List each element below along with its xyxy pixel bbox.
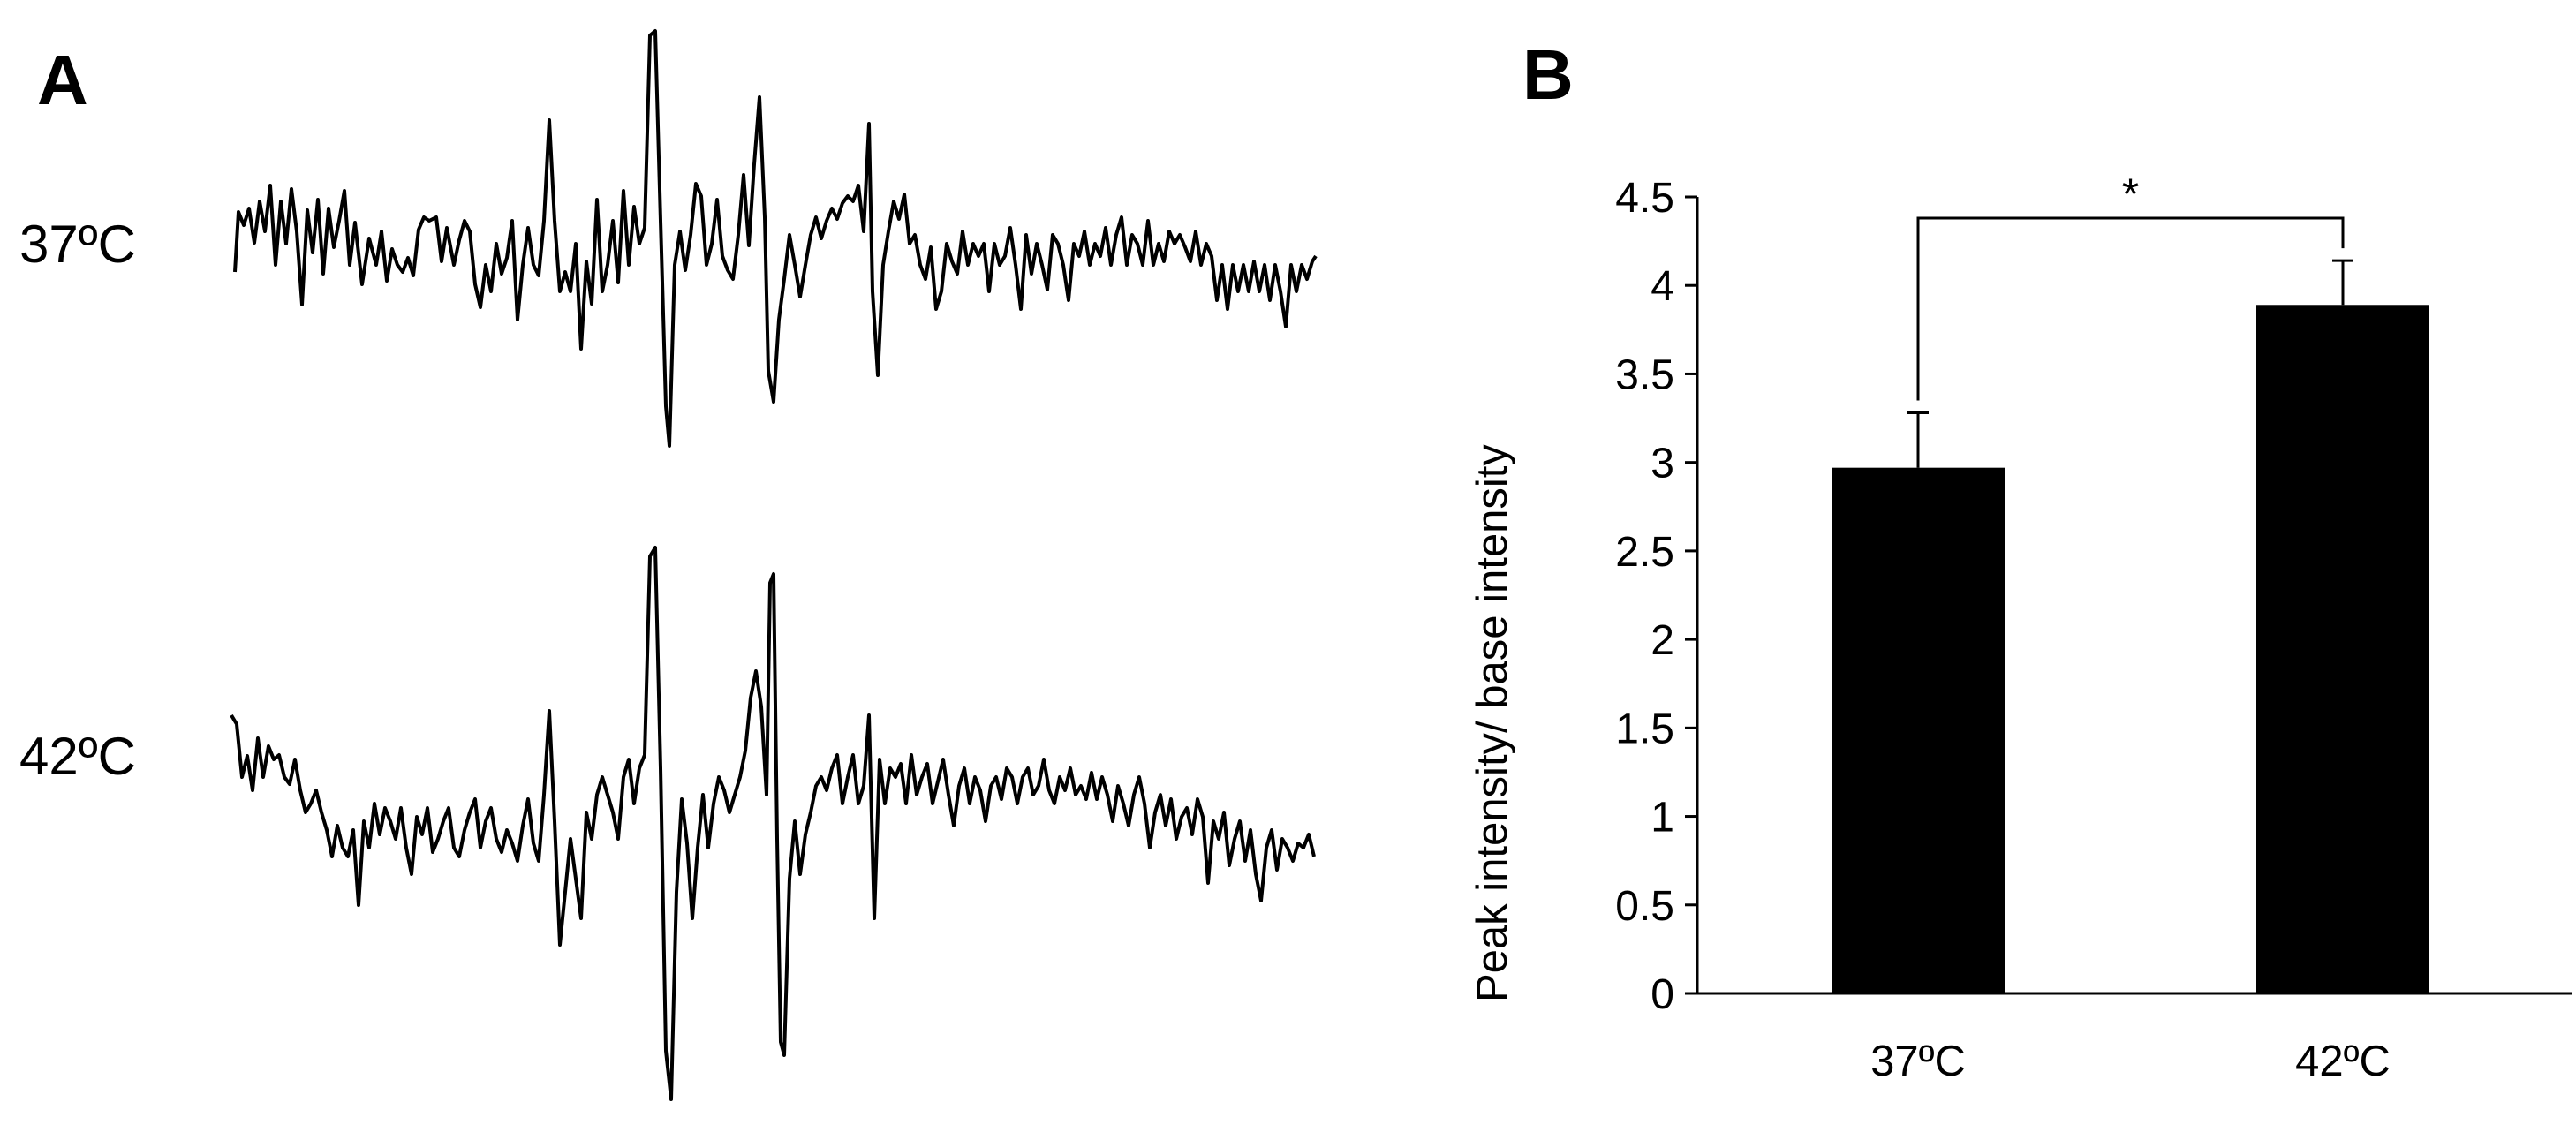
trace-42c-line — [230, 546, 1316, 1101]
trace-label-42c: 42ºC — [19, 727, 136, 786]
y-tick-label: 4.5 — [1615, 175, 1674, 222]
panel-b-letter: B — [1522, 35, 1574, 114]
x-axis-labels: 37ºC 42ºC — [1870, 1038, 2391, 1085]
y-tick-label: 2.5 — [1615, 529, 1674, 576]
panel-b: B Peak intensity/ base intensity 0 0.5 1 1.… — [1469, 35, 2572, 1085]
y-tick-label: 3 — [1651, 441, 1674, 487]
trace-42c — [230, 546, 1316, 1101]
trace-37c-line — [233, 29, 1318, 448]
y-tick-label: 0.5 — [1615, 883, 1674, 930]
y-tick-label: 1 — [1651, 795, 1674, 842]
bar-42c — [2256, 305, 2429, 993]
y-axis-title: Peak intensity/ base intensity — [1469, 444, 1516, 1002]
x-category-label: 42ºC — [2295, 1038, 2391, 1085]
x-category-label: 37ºC — [1870, 1038, 1966, 1085]
significance-bracket: * — [1916, 170, 2345, 401]
y-tick-label: 0 — [1651, 971, 1674, 1018]
significance-asterisk: * — [2122, 170, 2139, 219]
y-tick-label: 1.5 — [1615, 706, 1674, 752]
trace-label-37c: 37ºC — [19, 215, 136, 274]
panel-a: A 37ºC 42ºC — [19, 29, 1318, 1101]
y-axis-ticks: 0 0.5 1 1.5 2 2.5 3 3.5 4 4.5 — [1615, 175, 1697, 1018]
panel-a-letter: A — [37, 41, 88, 119]
significance-line — [1916, 216, 2345, 401]
y-tick-label: 2 — [1651, 617, 1674, 664]
bars — [1832, 305, 2429, 993]
error-bars — [1907, 259, 2353, 468]
y-tick-label: 3.5 — [1615, 351, 1674, 398]
bar-37c — [1832, 467, 2005, 993]
y-tick-label: 4 — [1651, 263, 1674, 310]
trace-37c — [233, 29, 1318, 448]
